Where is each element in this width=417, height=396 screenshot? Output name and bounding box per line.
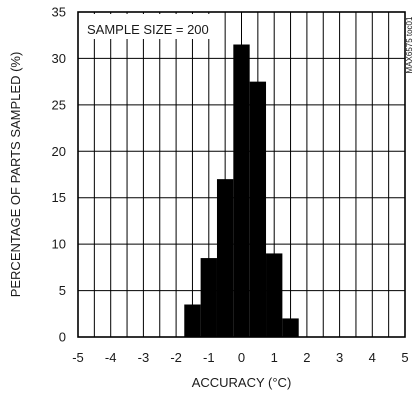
x-tick-label: -3 bbox=[138, 350, 150, 365]
x-tick-label: 2 bbox=[303, 350, 310, 365]
histogram-bar bbox=[249, 81, 267, 338]
y-tick-label: 35 bbox=[52, 5, 66, 20]
x-tick-label: 4 bbox=[369, 350, 376, 365]
figure-id-label: MAX6575 toc01 bbox=[405, 16, 414, 73]
x-tick-label: 0 bbox=[238, 350, 245, 365]
y-tick-label: 25 bbox=[52, 97, 66, 112]
y-tick-label: 30 bbox=[52, 51, 66, 66]
plot-frame bbox=[77, 11, 406, 338]
y-tick-label: 0 bbox=[59, 330, 66, 345]
x-tick-label: -5 bbox=[72, 350, 84, 365]
x-tick-label: 1 bbox=[271, 350, 278, 365]
y-tick-label: 10 bbox=[52, 237, 66, 252]
histogram-bar bbox=[216, 179, 234, 337]
y-tick-label: 15 bbox=[52, 190, 66, 205]
sample-size-annotation: SAMPLE SIZE = 200 bbox=[87, 22, 209, 37]
y-tick-label: 20 bbox=[52, 144, 66, 159]
x-tick-label: -1 bbox=[203, 350, 215, 365]
histogram-bar bbox=[200, 258, 217, 337]
x-tick-label: -4 bbox=[105, 350, 117, 365]
y-tick-labels: 0 5 10 15 20 25 30 35 bbox=[52, 5, 66, 345]
x-tick-label: 5 bbox=[401, 350, 408, 365]
annotation-background bbox=[80, 14, 214, 39]
y-axis-title: PERCENTAGE OF PARTS SAMPLED (%) bbox=[8, 52, 23, 298]
histogram-bar bbox=[282, 318, 299, 337]
x-tick-labels: -5 -4 -3 -2 -1 0 1 2 3 4 5 bbox=[72, 350, 408, 365]
histogram-bar bbox=[233, 44, 250, 337]
histogram-bar bbox=[184, 304, 201, 337]
x-tick-label: 3 bbox=[336, 350, 343, 365]
x-axis-title: ACCURACY (°C) bbox=[192, 375, 292, 390]
histogram-bars bbox=[184, 44, 299, 338]
x-tick-label: -2 bbox=[170, 350, 182, 365]
histogram-bar bbox=[266, 253, 283, 337]
y-tick-label: 5 bbox=[59, 283, 66, 298]
